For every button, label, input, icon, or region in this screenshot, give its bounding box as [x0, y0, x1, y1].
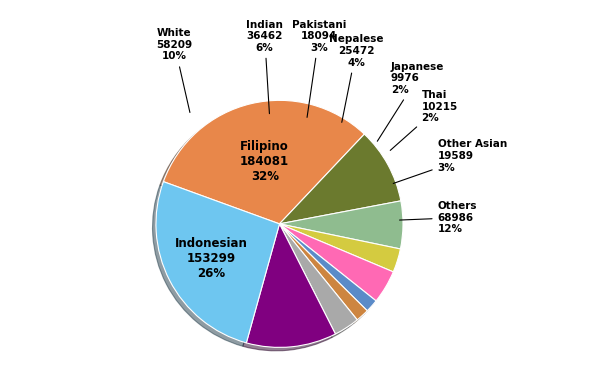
Wedge shape	[246, 224, 336, 347]
Wedge shape	[280, 224, 393, 301]
Text: Thai
10215
2%: Thai 10215 2%	[390, 90, 458, 151]
Text: White
58209
10%: White 58209 10%	[156, 28, 193, 112]
Text: Indian
36462
6%: Indian 36462 6%	[246, 20, 283, 113]
Text: Japanese
9976
2%: Japanese 9976 2%	[377, 61, 444, 141]
Wedge shape	[280, 224, 357, 334]
Wedge shape	[163, 100, 364, 224]
Text: Pakistani
18094
3%: Pakistani 18094 3%	[292, 20, 346, 117]
Wedge shape	[280, 224, 401, 272]
Wedge shape	[280, 224, 376, 311]
Wedge shape	[156, 182, 280, 343]
Text: Filipino
184081
32%: Filipino 184081 32%	[240, 140, 289, 183]
Wedge shape	[280, 224, 367, 320]
Text: Nepalese
25472
4%: Nepalese 25472 4%	[329, 34, 383, 122]
Text: Indonesian
153299
26%: Indonesian 153299 26%	[175, 237, 248, 280]
Text: Others
68986
12%: Others 68986 12%	[399, 201, 477, 234]
Text: Other Asian
19589
3%: Other Asian 19589 3%	[393, 139, 507, 183]
Wedge shape	[280, 134, 401, 224]
Wedge shape	[280, 201, 403, 249]
